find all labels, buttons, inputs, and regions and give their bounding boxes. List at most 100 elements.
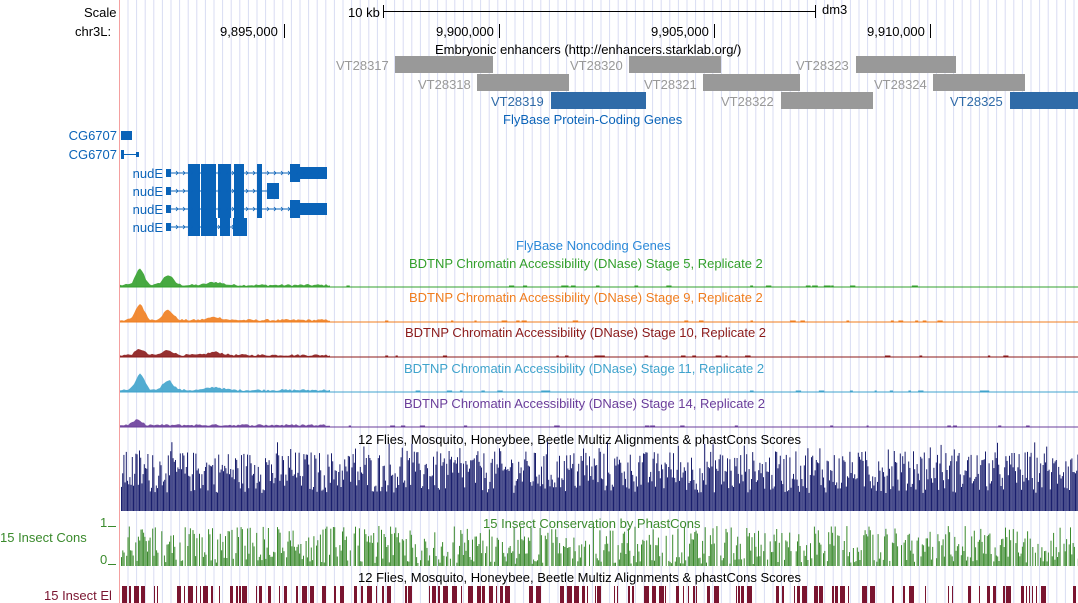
phastcons-left-label[interactable]: 15 Insect Cons: [0, 530, 87, 545]
multiz-bar: [1030, 452, 1032, 511]
dnase-stage14-title[interactable]: BDTNP Chromatin Accessibility (DNase) St…: [404, 396, 766, 411]
multiz-bar: [733, 487, 734, 511]
flybase-noncoding-title[interactable]: FlyBase Noncoding Genes: [516, 238, 671, 253]
multiz-bar: [398, 485, 400, 511]
conserved-element: [536, 586, 541, 603]
conserved-element: [948, 586, 949, 603]
enhancer-label[interactable]: VT28324: [874, 77, 927, 92]
gene-label[interactable]: nudE: [132, 166, 163, 181]
dnase-stage9-title[interactable]: BDTNP Chromatin Accessibility (DNase) St…: [409, 290, 763, 305]
conserved-element: [452, 586, 457, 603]
dnase-bump: [516, 320, 520, 322]
phastcons-bar: [131, 550, 133, 566]
multiz-bar: [748, 469, 750, 511]
multiz-bar: [139, 450, 140, 511]
multiz-bar: [175, 460, 176, 511]
multiz-bar: [808, 492, 810, 511]
phastcons-bar: [505, 561, 507, 566]
dnase-stage11-title[interactable]: BDTNP Chromatin Accessibility (DNase) St…: [404, 361, 765, 376]
multiz-bar: [253, 473, 254, 511]
enhancer-feature[interactable]: [933, 74, 1025, 91]
dnase-bump: [1003, 355, 1009, 357]
dnase-peak: [120, 373, 330, 392]
phastcons-bar: [1063, 543, 1065, 566]
multiz-bar: [1029, 456, 1031, 511]
phastcons-bar: [1040, 557, 1042, 566]
gene-feature[interactable]: [121, 150, 124, 159]
conserved-element: [408, 586, 412, 603]
phastcons-bar: [810, 543, 811, 566]
strand-arrow: [301, 206, 305, 212]
multiz-bar: [226, 473, 228, 511]
multiz-bar: [1069, 490, 1070, 511]
enhancers-track-title[interactable]: Embryonic enhancers (http://enhancers.st…: [435, 42, 742, 57]
dnase-bump: [446, 390, 453, 392]
phastcons-bar: [971, 536, 973, 566]
phastcons-track-title[interactable]: 15 Insect Conservation by PhastCons: [483, 516, 701, 531]
phastcons-bar: [531, 563, 533, 566]
dnase-stage5-title[interactable]: BDTNP Chromatin Accessibility (DNase) St…: [409, 256, 763, 271]
phastcons-bar: [564, 546, 566, 566]
enhancer-feature[interactable]: [856, 56, 956, 73]
enhancer-label[interactable]: VT28323: [796, 58, 849, 73]
multiz-bar: [461, 477, 463, 511]
gene-label[interactable]: nudE: [132, 184, 163, 199]
multiz-bar: [1019, 469, 1021, 511]
enhancer-feature[interactable]: [629, 56, 721, 73]
phastcons-bar: [932, 546, 934, 566]
enhancer-label[interactable]: VT28320: [570, 58, 623, 73]
multiz-bar: [1011, 453, 1013, 511]
phastcons-bar: [1010, 540, 1012, 566]
flybase-coding-title[interactable]: FlyBase Protein-Coding Genes: [503, 112, 683, 127]
dnase-stage10-title[interactable]: BDTNP Chromatin Accessibility (DNase) St…: [405, 325, 767, 340]
enhancer-label[interactable]: VT28325: [950, 94, 1003, 109]
enhancer-label[interactable]: VT28317: [336, 58, 389, 73]
gene-feature[interactable]: [121, 131, 132, 140]
enhancer-label[interactable]: VT28319: [491, 94, 544, 109]
multiz-bar: [443, 458, 445, 511]
gene-label[interactable]: CG6707: [68, 128, 117, 143]
multiz-elements-title[interactable]: 12 Flies, Mosquito, Honeybee, Beetle Mul…: [358, 570, 801, 585]
enhancer-label[interactable]: VT28318: [418, 77, 471, 92]
elements-left-label[interactable]: 15 Insect El: [44, 588, 112, 603]
phastcons-bar: [637, 544, 639, 566]
multiz-bar: [980, 465, 982, 511]
multiz-bar: [567, 468, 569, 511]
gene-feature[interactable]: [136, 152, 139, 157]
phastcons-bar: [1059, 527, 1061, 566]
phastcons-bar: [966, 560, 967, 566]
phastcons-bar: [819, 542, 821, 566]
dnase-bump: [812, 285, 818, 287]
multiz-bar: [559, 455, 560, 511]
phastcons-bar: [144, 536, 146, 566]
strand-arrow: [189, 206, 193, 212]
gene-label[interactable]: nudE: [132, 202, 163, 217]
enhancer-feature[interactable]: [703, 74, 800, 91]
phastcons-bar: [709, 535, 711, 566]
enhancer-feature[interactable]: [551, 92, 646, 109]
phastcons-bar: [953, 561, 954, 566]
phastcons-bar: [309, 561, 311, 566]
enhancer-feature[interactable]: [781, 92, 873, 109]
phastcons-bar: [811, 558, 813, 566]
enhancer-feature[interactable]: [477, 74, 569, 91]
multiz-bar: [857, 452, 859, 511]
multiz-bar: [957, 455, 959, 511]
enhancer-feature[interactable]: [1010, 92, 1078, 109]
enhancer-label[interactable]: VT28321: [644, 77, 697, 92]
multiz-bar: [131, 457, 133, 511]
gene-label[interactable]: CG6707: [68, 147, 117, 162]
phastcons-bar: [1001, 539, 1003, 566]
multiz-bar: [518, 461, 520, 511]
phastcons-bar: [501, 542, 503, 566]
gene-label[interactable]: nudE: [132, 220, 163, 235]
multiz-bar: [286, 480, 288, 511]
multiz-track-title[interactable]: 12 Flies, Mosquito, Honeybee, Beetle Mul…: [358, 432, 801, 447]
enhancer-label[interactable]: VT28322: [721, 94, 774, 109]
multiz-bar: [680, 462, 682, 511]
dnase-bump: [981, 390, 988, 392]
multiz-bar: [579, 485, 581, 511]
enhancer-feature[interactable]: [395, 56, 493, 73]
multiz-bar: [200, 488, 202, 511]
